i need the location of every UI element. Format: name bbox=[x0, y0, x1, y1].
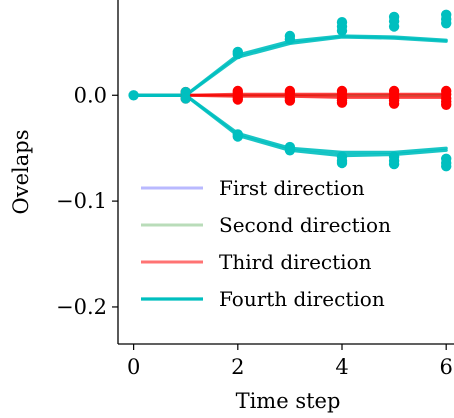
series-4-point-11 bbox=[284, 145, 296, 156]
legend-label-2: Second direction bbox=[219, 213, 391, 237]
x-tick-label: 2 bbox=[231, 355, 244, 379]
series-4-point-29 bbox=[441, 161, 452, 172]
series-4-point-23 bbox=[388, 158, 400, 170]
series-4-point-26 bbox=[441, 18, 452, 29]
x-tick-label: 0 bbox=[127, 355, 140, 379]
y-tick-label: −0.2 bbox=[56, 295, 107, 319]
series-4-point-3 bbox=[180, 93, 191, 104]
legend-label-4: Fourth direction bbox=[219, 287, 385, 311]
legend-label-1: First direction bbox=[219, 176, 365, 200]
x-tick-label: 6 bbox=[439, 355, 452, 379]
series-4-point-17 bbox=[336, 157, 348, 169]
y-axis-title: Ovelaps bbox=[9, 130, 33, 215]
series-4-point-1 bbox=[128, 90, 139, 101]
x-tick-label: 4 bbox=[335, 355, 348, 379]
legend: First direction Second direction Third dir… bbox=[141, 176, 391, 311]
series-3-point-15 bbox=[336, 97, 348, 108]
x-axis-title: Time step bbox=[236, 389, 341, 413]
legend-label-3: Third direction bbox=[219, 250, 372, 274]
y-tick-label: 0.0 bbox=[74, 83, 107, 107]
series-4-point-20 bbox=[388, 21, 400, 32]
series-3-point-25 bbox=[441, 99, 452, 111]
series-4-point-9 bbox=[284, 34, 296, 45]
series-3-point-10 bbox=[284, 95, 296, 106]
series-4-point-5 bbox=[232, 48, 243, 60]
series-4-point-14 bbox=[336, 25, 348, 36]
series-4-point-7 bbox=[232, 131, 243, 142]
y-tick-label: −0.1 bbox=[56, 189, 107, 213]
series-3-point-6 bbox=[232, 94, 243, 105]
axis-ticks: 0 2 4 6 0.0 −0.1 −0.2 bbox=[56, 83, 453, 379]
plot-area bbox=[128, 9, 452, 172]
series-3-point-20 bbox=[388, 98, 400, 109]
